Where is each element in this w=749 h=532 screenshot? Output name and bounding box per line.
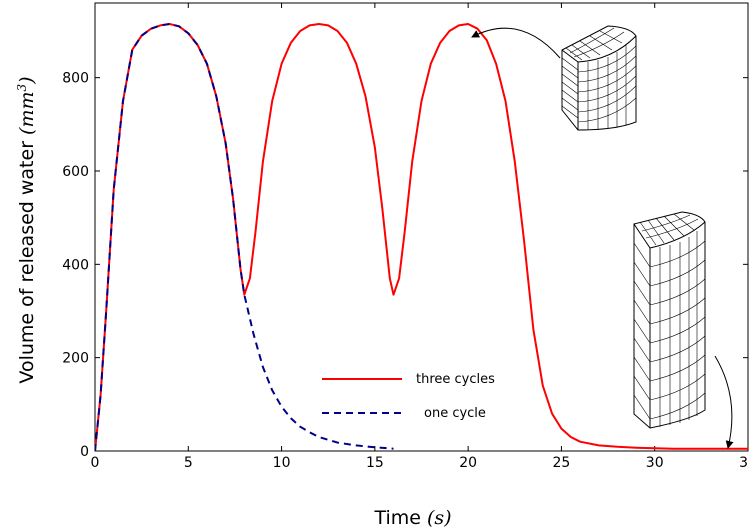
x-tick-label: 30 (646, 455, 664, 471)
x-tick-label: 10 (273, 455, 291, 471)
legend-label-three-cycles: three cycles (416, 372, 495, 387)
plot-frame (94, 2, 749, 452)
y-axis-ticks: 0 200 400 600 800 (62, 71, 748, 460)
x-tick-label: 35 (739, 455, 749, 471)
legend: three cycles one cycle (322, 372, 495, 421)
series-line-one-cycle (95, 23, 394, 451)
y-tick-label: 800 (62, 71, 89, 87)
mesh-illustration-tall-specimen (633, 211, 706, 429)
y-axis-title: Volume of released water (mm3) (15, 76, 38, 383)
mesh-illustration-short-specimen (561, 25, 637, 131)
y-tick-label: 400 (62, 257, 89, 273)
x-tick-label: 20 (459, 455, 477, 471)
arrow-to-tail (714, 355, 734, 449)
legend-label-one-cycle: one cycle (424, 406, 486, 421)
x-axis-ticks: 0 5 10 15 20 25 30 35 (91, 3, 749, 471)
y-tick-label: 200 (62, 351, 89, 367)
y-tick-label: 0 (80, 444, 89, 460)
arrow-to-peak (471, 27, 561, 59)
x-tick-label: 5 (184, 455, 193, 471)
series-layer (95, 23, 748, 451)
x-tick-label: 0 (91, 455, 100, 471)
x-tick-label: 25 (553, 455, 571, 471)
x-axis-title: Time (s) (373, 507, 451, 529)
x-tick-label: 15 (366, 455, 384, 471)
y-tick-label: 600 (62, 164, 89, 180)
